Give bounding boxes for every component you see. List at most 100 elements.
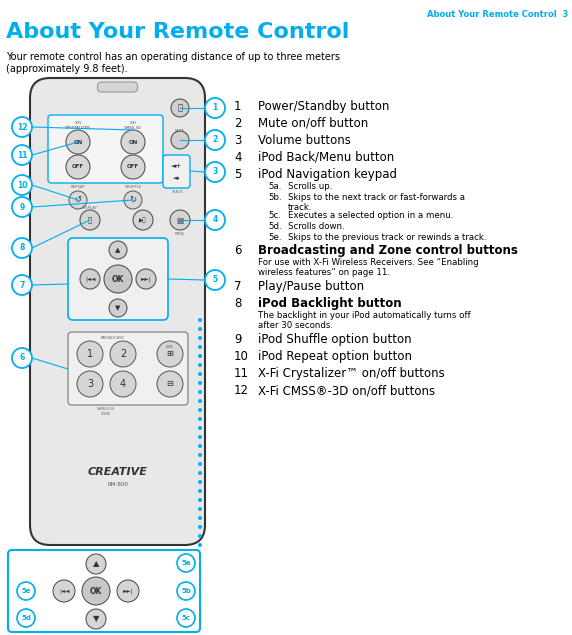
Text: iPod Backlight button: iPod Backlight button — [258, 297, 402, 310]
Text: |◄◄: |◄◄ — [59, 588, 69, 594]
Circle shape — [121, 155, 145, 179]
Text: ▲: ▲ — [116, 247, 121, 253]
Text: ⊞: ⊞ — [166, 349, 173, 359]
Text: 5e: 5e — [21, 588, 31, 594]
Text: 5a.: 5a. — [268, 182, 281, 191]
Text: REPEAT: REPEAT — [70, 185, 85, 189]
Text: MUTE: MUTE — [175, 129, 185, 133]
Text: For use with X-Fi Wireless Receivers. See “Enabling
wireless features” on page 1: For use with X-Fi Wireless Receivers. Se… — [258, 258, 479, 277]
Circle shape — [198, 408, 202, 412]
Text: 11: 11 — [17, 150, 27, 159]
Circle shape — [205, 162, 225, 182]
Text: 2: 2 — [212, 135, 217, 145]
Text: OFF: OFF — [127, 164, 139, 170]
Circle shape — [17, 582, 35, 600]
Text: 5d.: 5d. — [268, 222, 281, 231]
Text: 8: 8 — [234, 297, 241, 310]
Circle shape — [198, 417, 202, 421]
Text: Mute on/off button: Mute on/off button — [258, 117, 368, 130]
Text: iPod Shuffle option button: iPod Shuffle option button — [258, 333, 412, 346]
Text: ►►|: ►►| — [141, 276, 151, 282]
Text: 7: 7 — [19, 281, 25, 290]
Text: 11: 11 — [234, 367, 249, 380]
Text: ON: ON — [128, 140, 138, 145]
Circle shape — [110, 341, 136, 367]
Circle shape — [12, 197, 32, 217]
Text: RM-800: RM-800 — [107, 481, 128, 486]
Text: 5b: 5b — [181, 588, 191, 594]
Text: 5e.: 5e. — [268, 233, 281, 242]
Circle shape — [12, 348, 32, 368]
Circle shape — [177, 582, 195, 600]
Text: ▤: ▤ — [176, 215, 184, 225]
Text: ▼: ▼ — [93, 615, 100, 624]
Text: 5b.: 5b. — [268, 193, 281, 202]
Text: X-Fi CMSS®-3D on/off buttons: X-Fi CMSS®-3D on/off buttons — [258, 384, 435, 397]
Text: ON: ON — [73, 140, 82, 145]
Text: 4: 4 — [234, 151, 241, 164]
Circle shape — [82, 577, 110, 605]
FancyBboxPatch shape — [163, 155, 190, 188]
Text: 5a: 5a — [181, 560, 190, 566]
Text: 6: 6 — [19, 354, 25, 363]
FancyBboxPatch shape — [8, 550, 200, 632]
Circle shape — [198, 426, 202, 430]
Circle shape — [109, 241, 127, 259]
Text: ↺: ↺ — [74, 196, 81, 204]
Text: 12: 12 — [17, 123, 27, 131]
Circle shape — [170, 210, 190, 230]
Text: OFF: OFF — [72, 164, 84, 170]
Text: 10: 10 — [234, 350, 249, 363]
Text: ↻: ↻ — [129, 196, 137, 204]
Text: 7: 7 — [234, 280, 241, 293]
Text: About Your Remote Control: About Your Remote Control — [6, 22, 349, 42]
Circle shape — [177, 554, 195, 572]
FancyBboxPatch shape — [30, 78, 205, 545]
Circle shape — [198, 318, 202, 322]
Circle shape — [198, 543, 202, 547]
Text: iPod Repeat option button: iPod Repeat option button — [258, 350, 412, 363]
Text: Scrolls up.: Scrolls up. — [288, 182, 332, 191]
Text: 3: 3 — [87, 379, 93, 389]
Text: Broadcasting and Zone control buttons: Broadcasting and Zone control buttons — [258, 244, 518, 257]
Text: OK: OK — [90, 587, 102, 596]
Circle shape — [198, 489, 202, 493]
Text: |◄◄: |◄◄ — [85, 276, 96, 282]
Circle shape — [198, 345, 202, 349]
FancyBboxPatch shape — [68, 332, 188, 405]
Text: ZONE: ZONE — [166, 345, 174, 349]
Circle shape — [198, 453, 202, 457]
Text: ▲: ▲ — [93, 559, 100, 568]
Circle shape — [205, 210, 225, 230]
Text: 10: 10 — [17, 180, 27, 189]
Circle shape — [124, 191, 142, 209]
Circle shape — [198, 534, 202, 538]
Circle shape — [198, 390, 202, 394]
Text: Executes a selected option in a menu.: Executes a selected option in a menu. — [288, 211, 454, 220]
Circle shape — [198, 462, 202, 466]
Circle shape — [198, 444, 202, 448]
Circle shape — [133, 210, 153, 230]
Circle shape — [198, 336, 202, 340]
Text: Skips to the previous track or rewinds a track.: Skips to the previous track or rewinds a… — [288, 233, 487, 242]
Text: 5c.: 5c. — [268, 211, 281, 220]
Text: Skips to the next track or fast-forwards a
track.: Skips to the next track or fast-forwards… — [288, 193, 465, 212]
Circle shape — [177, 609, 195, 627]
Circle shape — [69, 191, 87, 209]
Circle shape — [198, 381, 202, 385]
Text: ▶⏸: ▶⏸ — [139, 217, 147, 223]
Text: 5c: 5c — [181, 615, 190, 621]
Circle shape — [109, 299, 127, 317]
Text: CREATIVE: CREATIVE — [88, 467, 148, 477]
Circle shape — [86, 554, 106, 574]
Text: 4: 4 — [120, 379, 126, 389]
Text: BROADCAST: BROADCAST — [101, 336, 125, 340]
Text: Power/Standby button: Power/Standby button — [258, 100, 390, 113]
Text: 1: 1 — [212, 104, 217, 112]
Circle shape — [53, 580, 75, 602]
FancyBboxPatch shape — [68, 238, 168, 320]
Circle shape — [205, 270, 225, 290]
Text: 4: 4 — [212, 215, 217, 225]
Circle shape — [205, 98, 225, 118]
Text: 3: 3 — [212, 168, 217, 177]
